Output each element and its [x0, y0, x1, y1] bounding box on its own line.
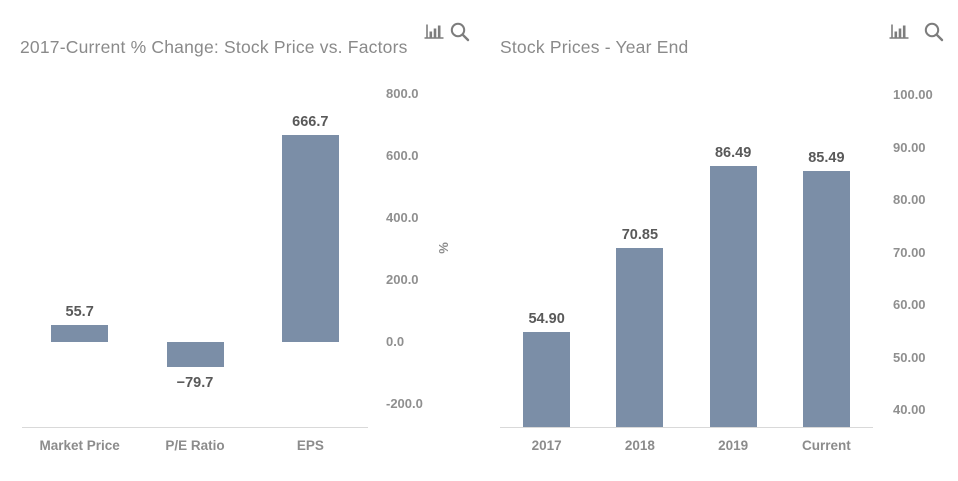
magnifier-icon[interactable] [923, 21, 945, 43]
magnifier-icon[interactable] [449, 21, 471, 43]
value-label: 86.49 [714, 144, 752, 161]
value-label: 666.7 [292, 114, 329, 131]
category-label-2019: 2019 [718, 438, 749, 453]
plot-area: 800.0 600.0 400.0 200.0 0.0 -200.0 55.7 Market … [22, 86, 423, 453]
bar-p-e-ratio [166, 342, 224, 367]
category-label-current: Current [801, 438, 851, 453]
x-axis-line [500, 427, 873, 428]
category-label-p-e-ratio: P/E Ratio [165, 438, 225, 453]
category-label-2017: 2017 [531, 438, 562, 453]
value-label: 55.7 [65, 303, 94, 320]
y-tick-label: 100.00 [893, 87, 933, 102]
value-label: 54.90 [528, 310, 565, 327]
bar-2019 [709, 165, 757, 427]
category-label-market-price: Market Price [39, 438, 120, 453]
chart-title: Stock Prices - Year End [500, 37, 689, 57]
y-tick-label: 600.0 [386, 148, 419, 163]
category-label-eps: EPS [296, 438, 324, 453]
bar-market-price [51, 324, 109, 342]
plot-area: 100.00 90.00 80.00 70.00 60.00 50.00 40.00 54.9… [480, 0, 958, 481]
x-axis-line [22, 427, 368, 428]
chart-title: 2017-Current % Change: Stock Price vs. F… [20, 37, 408, 57]
value-label: 85.49 [808, 150, 845, 167]
value-label: −79.7 [176, 374, 214, 391]
y-tick-label: -200.0 [386, 396, 423, 411]
y-tick-label: 80.00 [893, 192, 926, 207]
value-label: 70.85 [621, 227, 659, 244]
bar-current [802, 171, 850, 427]
y-tick-label: 90.00 [893, 139, 926, 155]
bar-2017 [523, 331, 571, 427]
y-tick-label: 0.0 [386, 334, 405, 349]
y-tick-label: 400.0 [386, 210, 419, 225]
bar-chart-icon[interactable] [888, 21, 910, 43]
y-tick-label: 200.0 [386, 272, 419, 287]
bar-chart-icon[interactable] [423, 21, 445, 43]
y-tick-label: 50.00 [893, 349, 926, 365]
y-tick-label: 60.00 [893, 297, 926, 312]
chart-pct-change: 2017-Current % Change: Stock Price vs. F… [20, 21, 471, 453]
bar-eps [281, 135, 339, 342]
y-tick-label: 40.00 [893, 402, 926, 417]
bar-2018 [616, 248, 664, 427]
chart-stock-prices: Stock Prices - Year End 100.00 90.00 80.00… [480, 0, 958, 481]
y-tick-label: 800.0 [386, 86, 419, 101]
category-label-2018: 2018 [624, 438, 655, 453]
y-tick-label: 70.00 [893, 244, 926, 260]
